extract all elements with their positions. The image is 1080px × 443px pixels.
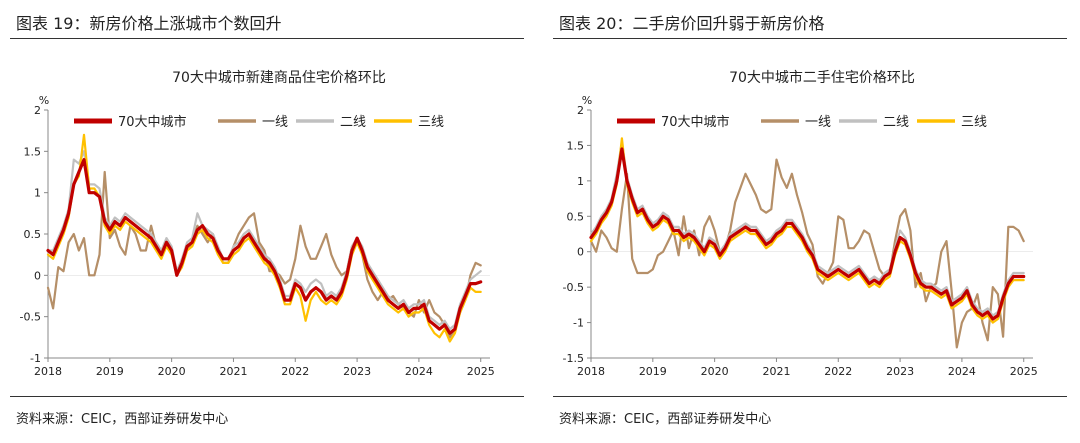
chart-panel-left: 图表 19：新房价格上涨城市个数回升 70大中城市新建商品住宅价格环比% -1 -0… — [10, 0, 524, 443]
x-tick-label: 2025 — [1010, 365, 1038, 378]
y-tick-label: 0 — [577, 246, 584, 259]
legend-label: 二线 — [340, 115, 366, 130]
figure-title: 图表 19：新房价格上涨城市个数回升 — [16, 14, 282, 33]
y-tick-label: 0.5 — [24, 228, 42, 241]
y-tick-label: 1.5 — [567, 139, 585, 152]
source-note: 资料来源：CEIC，西部证券研发中心 — [559, 412, 772, 427]
figure-title: 图表 20：二手房价回升弱于新房价格 — [559, 14, 825, 33]
x-tick-label: 2018 — [577, 365, 605, 378]
x-tick-label: 2023 — [886, 365, 914, 378]
legend-label: 70大中城市 — [661, 114, 730, 130]
y-tick-label: -1 — [573, 317, 584, 330]
y-axis-unit: % — [582, 94, 592, 107]
chart-title: 70大中城市二手住宅价格环比 — [729, 69, 915, 86]
y-tick-label: 1 — [34, 187, 41, 200]
footer-divider — [10, 396, 524, 397]
legend-label: 二线 — [883, 115, 909, 130]
legend-label: 70大中城市 — [118, 114, 187, 130]
y-tick-label: -0.5 — [563, 281, 584, 294]
x-tick-label: 2021 — [219, 365, 247, 378]
series-line-1 — [589, 158, 1025, 349]
series-line-2 — [46, 150, 482, 331]
x-tick-label: 2023 — [343, 365, 371, 378]
line-chart: 70大中城市二手住宅价格环比% -1.5 -1 -0.5 0 0.5 1 1.5 2 2018 20… — [563, 69, 1038, 378]
y-tick-label: -1 — [30, 352, 41, 365]
y-tick-label: 0 — [34, 269, 41, 282]
footer-divider — [553, 396, 1067, 397]
chart-title: 70大中城市新建商品住宅价格环比 — [172, 69, 386, 86]
series-line-3 — [589, 137, 1025, 324]
legend-label: 一线 — [805, 115, 831, 130]
y-axis-unit: % — [39, 94, 49, 107]
y-tick-label: 1 — [577, 175, 584, 188]
chart-panel-right: 图表 20：二手房价回升弱于新房价格 70大中城市二手住宅价格环比% -1.5 -1… — [553, 0, 1067, 443]
x-tick-label: 2022 — [281, 365, 309, 378]
source-note: 资料来源：CEIC，西部证券研发中心 — [16, 412, 229, 427]
y-tick-label: 0.5 — [567, 210, 585, 223]
x-tick-label: 2020 — [701, 365, 729, 378]
series-line-0 — [46, 157, 483, 335]
x-tick-label: 2020 — [158, 365, 186, 378]
y-tick-label: 2 — [577, 104, 584, 117]
x-tick-label: 2018 — [34, 365, 62, 378]
x-tick-label: 2024 — [948, 365, 976, 378]
legend-label: 一线 — [262, 115, 288, 130]
series-line-3 — [46, 133, 482, 343]
x-tick-label: 2021 — [762, 365, 790, 378]
title-divider — [553, 38, 1067, 39]
x-tick-label: 2025 — [467, 365, 495, 378]
y-tick-label: 1.5 — [24, 145, 42, 158]
series-line-0 — [589, 147, 1026, 321]
x-tick-label: 2019 — [96, 365, 124, 378]
legend-label: 三线 — [961, 115, 987, 130]
legend-label: 三线 — [418, 115, 444, 130]
y-tick-label: -0.5 — [20, 311, 41, 324]
x-tick-label: 2019 — [639, 365, 667, 378]
line-chart: 70大中城市新建商品住宅价格环比% -1 -0.5 0 0.5 1 1.5 2 2018 2019… — [20, 69, 495, 378]
y-tick-label: -1.5 — [563, 352, 584, 365]
x-tick-label: 2022 — [824, 365, 852, 378]
x-tick-label: 2024 — [405, 365, 433, 378]
y-tick-label: 2 — [34, 104, 41, 117]
title-divider — [10, 38, 524, 39]
